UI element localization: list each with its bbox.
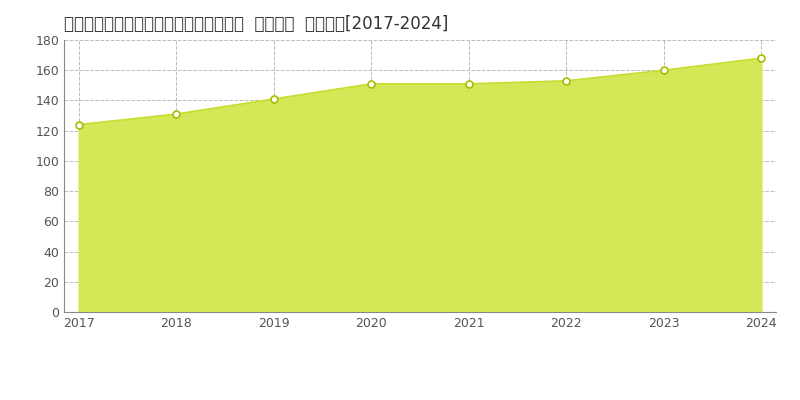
Text: 東京都北区十条仲原１丁目１２番５３外  地価公示  地価推移[2017-2024]: 東京都北区十条仲原１丁目１２番５３外 地価公示 地価推移[2017-2024] [64,15,448,33]
